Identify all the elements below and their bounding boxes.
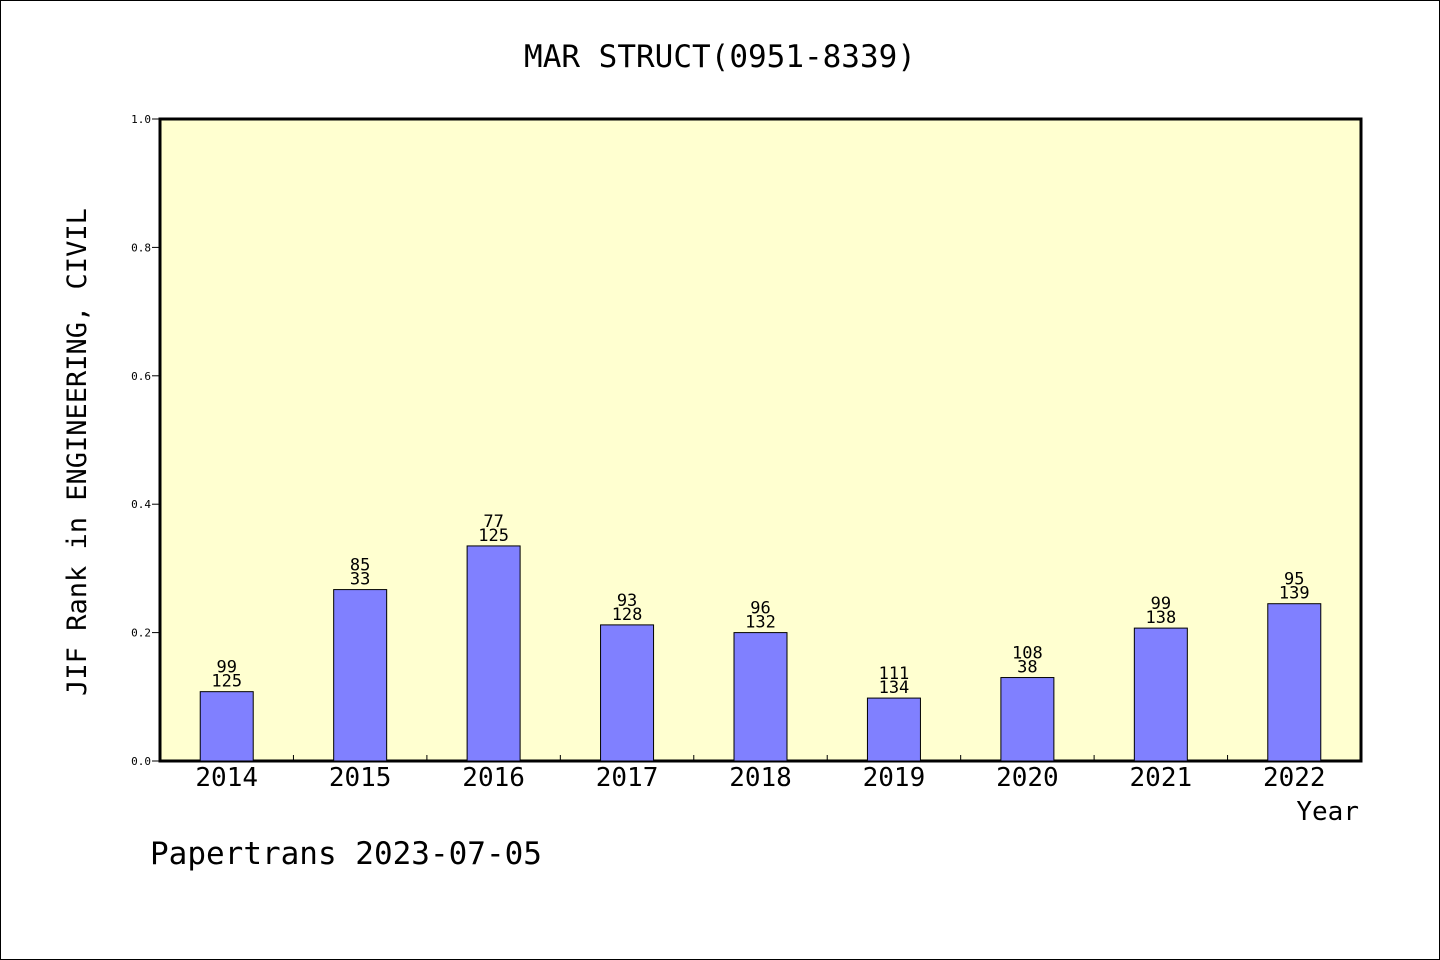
x-tick-label: 2014 xyxy=(195,763,258,793)
x-tick-label: 2016 xyxy=(462,763,525,793)
bar-label-rank: 96 xyxy=(750,599,770,619)
bar-2018 xyxy=(733,632,788,762)
bar-2015 xyxy=(333,589,388,762)
bar-label-total: 38 xyxy=(1017,658,1037,678)
y-tick-label: 0.4 xyxy=(131,498,151,511)
footer-credit: Papertrans 2023-07-05 xyxy=(150,836,542,872)
bar-label-total: 128 xyxy=(612,605,643,625)
bar-label-total: 138 xyxy=(1145,608,1176,628)
x-tick-label: 2018 xyxy=(729,763,792,793)
x-tick-label: 2022 xyxy=(1263,763,1326,793)
x-tick-label: 2019 xyxy=(863,763,926,793)
bar-2020 xyxy=(1000,677,1055,762)
bar-label-total: 134 xyxy=(879,678,910,698)
bar-label-total: 139 xyxy=(1279,584,1310,604)
bar-label-rank: 77 xyxy=(483,512,503,532)
chart-title: MAR STRUCT(0951-8339) xyxy=(524,39,916,75)
bar-2017 xyxy=(600,624,655,762)
bar-label-total: 125 xyxy=(478,526,509,546)
bar-label-rank: 93 xyxy=(617,591,637,611)
y-axis: 0.0 0.2 0.4 0.6 0.8 1.0 xyxy=(131,113,160,768)
bar-label-rank: 108 xyxy=(1012,644,1043,664)
bar-label-total: 132 xyxy=(745,613,776,633)
y-axis-label: JIF Rank in ENGINEERING, CIVIL xyxy=(62,208,93,696)
y-tick-label: 0.6 xyxy=(131,370,151,383)
bar-label-total: 125 xyxy=(211,672,242,692)
x-axis-label: Year xyxy=(1296,797,1359,827)
x-tick-label: 2017 xyxy=(596,763,659,793)
bar-2019 xyxy=(866,697,921,762)
bar-label-rank: 85 xyxy=(350,556,370,576)
x-tick-label: 2015 xyxy=(329,763,392,793)
x-axis: 2014 2015 2016 2017 2018 2019 2020 2021 2022 xyxy=(195,755,1326,793)
bar-2014 xyxy=(199,691,254,762)
bar-2022 xyxy=(1267,603,1322,762)
bar-2021 xyxy=(1133,627,1188,762)
bar-label-rank: 111 xyxy=(879,664,910,684)
bar-label-rank: 99 xyxy=(1151,594,1171,614)
y-tick-label: 1.0 xyxy=(131,113,151,126)
bar-label-rank: 99 xyxy=(216,658,236,678)
bar-label-rank: 95 xyxy=(1284,570,1304,590)
bars-group xyxy=(199,545,1322,762)
y-tick-label: 0.8 xyxy=(131,241,151,254)
y-tick-label: 0.0 xyxy=(131,755,151,768)
bar-2016 xyxy=(466,545,521,762)
y-tick-label: 0.2 xyxy=(131,627,151,640)
x-tick-label: 2021 xyxy=(1130,763,1193,793)
bar-label-total: 33 xyxy=(350,570,370,590)
x-tick-label: 2020 xyxy=(996,763,1059,793)
